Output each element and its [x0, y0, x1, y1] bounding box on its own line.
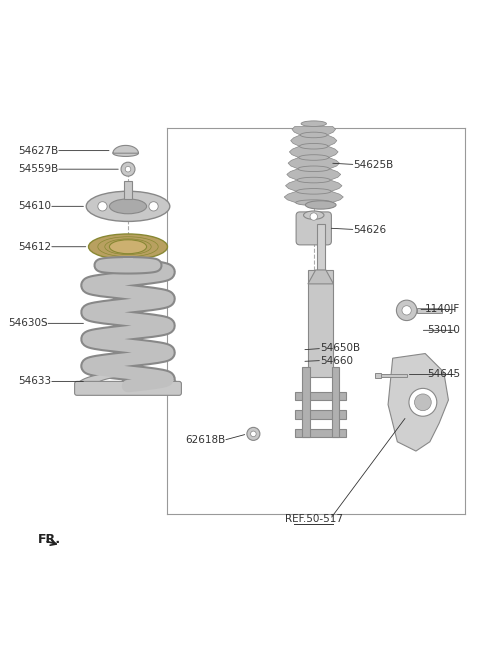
- Circle shape: [396, 300, 417, 321]
- Ellipse shape: [88, 234, 168, 260]
- Ellipse shape: [109, 239, 146, 254]
- Polygon shape: [113, 146, 138, 154]
- Circle shape: [121, 162, 135, 176]
- Ellipse shape: [86, 192, 170, 222]
- FancyBboxPatch shape: [74, 381, 181, 396]
- Text: 1140JF: 1140JF: [425, 304, 460, 314]
- Text: 54660: 54660: [320, 356, 353, 365]
- Ellipse shape: [300, 144, 328, 149]
- Ellipse shape: [303, 211, 324, 219]
- Text: 54610: 54610: [18, 201, 51, 211]
- Text: 54630S: 54630S: [8, 318, 48, 329]
- Circle shape: [247, 427, 260, 440]
- Bar: [295, 410, 346, 419]
- Ellipse shape: [297, 188, 331, 194]
- Circle shape: [415, 394, 431, 411]
- Text: 54559B: 54559B: [18, 164, 59, 174]
- Ellipse shape: [305, 201, 336, 209]
- Circle shape: [409, 388, 437, 417]
- Bar: [417, 308, 443, 313]
- Bar: [332, 367, 339, 437]
- Bar: [295, 429, 346, 437]
- Circle shape: [402, 306, 411, 315]
- Text: 54645: 54645: [427, 369, 460, 379]
- Ellipse shape: [301, 121, 326, 127]
- Polygon shape: [284, 127, 343, 203]
- Text: 62618B: 62618B: [185, 436, 226, 445]
- Text: 53010: 53010: [427, 325, 460, 335]
- Circle shape: [125, 167, 131, 172]
- Bar: [308, 270, 334, 377]
- Text: 54625B: 54625B: [353, 159, 394, 169]
- Bar: [379, 373, 407, 377]
- Bar: [375, 373, 381, 378]
- Text: REF.50-517: REF.50-517: [285, 514, 343, 524]
- Ellipse shape: [299, 155, 329, 160]
- Text: 54650B: 54650B: [320, 344, 360, 354]
- Bar: [316, 224, 325, 284]
- Ellipse shape: [300, 132, 327, 138]
- Bar: [124, 181, 132, 199]
- Circle shape: [149, 201, 158, 211]
- Bar: [295, 392, 346, 400]
- Polygon shape: [388, 354, 448, 451]
- Text: 54627B: 54627B: [18, 146, 59, 155]
- Ellipse shape: [298, 166, 330, 172]
- Ellipse shape: [296, 200, 332, 205]
- Circle shape: [251, 431, 256, 437]
- Polygon shape: [308, 270, 334, 284]
- Bar: [302, 367, 310, 437]
- Text: 54626: 54626: [353, 224, 386, 235]
- Ellipse shape: [109, 199, 146, 214]
- Circle shape: [310, 213, 317, 220]
- Polygon shape: [79, 372, 177, 383]
- Ellipse shape: [297, 177, 330, 183]
- FancyBboxPatch shape: [296, 212, 331, 245]
- Circle shape: [98, 201, 107, 211]
- Text: 54612: 54612: [18, 241, 51, 252]
- Text: 54633: 54633: [18, 377, 51, 386]
- Text: FR.: FR.: [37, 533, 60, 546]
- Ellipse shape: [113, 150, 138, 157]
